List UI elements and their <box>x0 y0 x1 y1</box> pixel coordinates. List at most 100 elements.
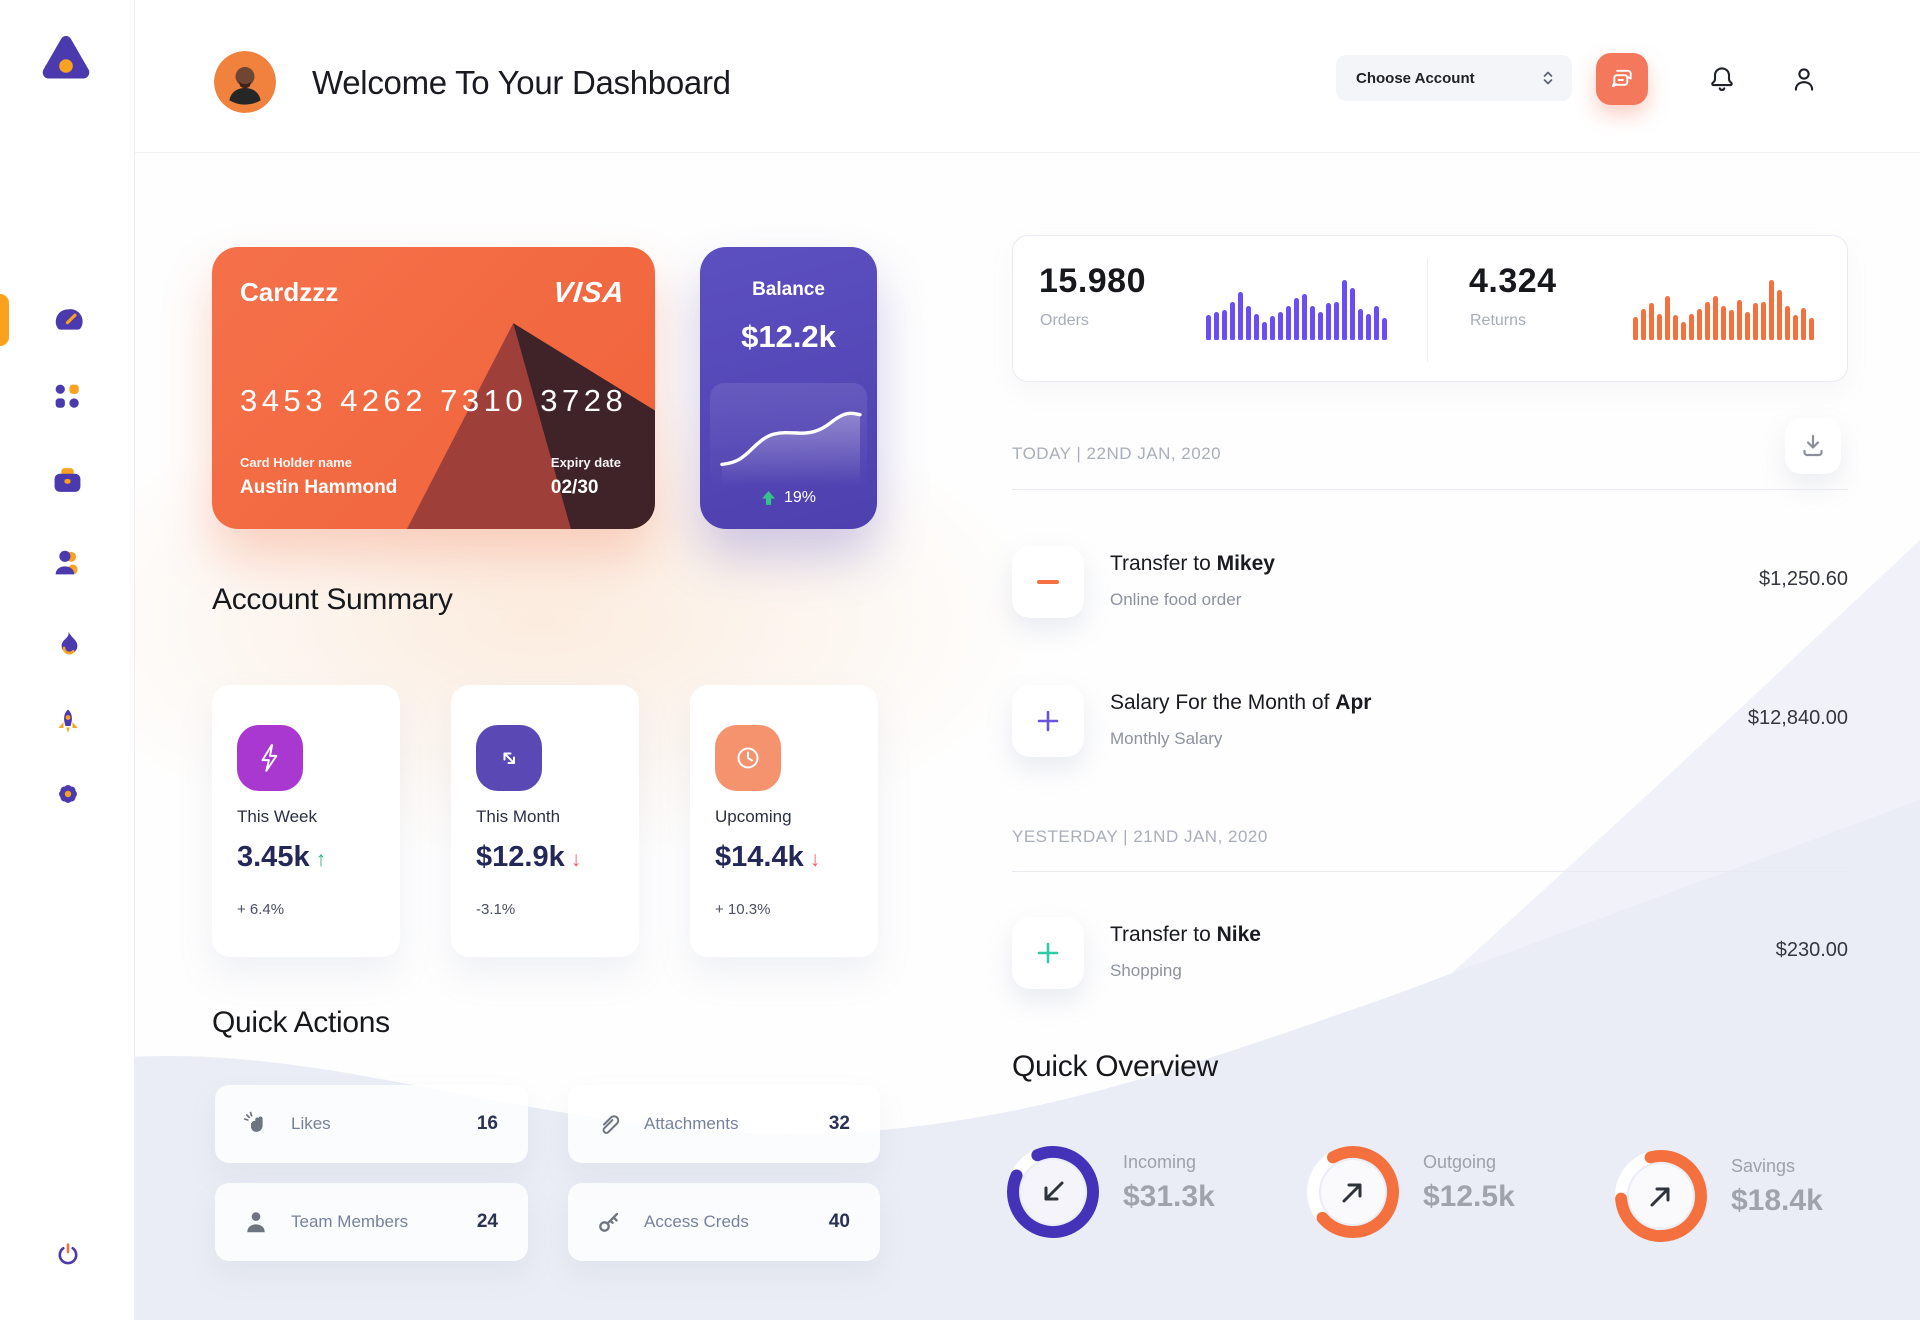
quick-action-attachments[interactable]: Attachments 32 <box>568 1085 880 1163</box>
summary-card-week: This Week 3.45k ↑ + 6.4% <box>212 685 400 957</box>
overview-value: $12.5k <box>1423 1180 1515 1213</box>
transaction-subtitle: Online food order <box>1110 590 1242 609</box>
rocket-icon <box>58 709 77 733</box>
clock-icon <box>715 725 781 791</box>
quick-overview-title: Quick Overview <box>1012 1050 1218 1083</box>
paperclip-icon <box>594 1110 624 1138</box>
arrow-down-left-icon <box>1044 1181 1064 1201</box>
avatar[interactable] <box>214 51 276 113</box>
quick-action-count: 16 <box>476 1113 498 1134</box>
logout-button[interactable] <box>0 1224 135 1288</box>
incoming-donut <box>1007 1146 1099 1238</box>
lightning-icon <box>237 725 303 791</box>
balance-value: $12.2k <box>741 319 836 354</box>
expiry-label: Expiry date <box>550 455 621 470</box>
summary-percent: + 10.3% <box>715 901 771 918</box>
download-button[interactable] <box>1785 418 1841 474</box>
summary-card-month: This Month $12.9k ↓ -3.1% <box>451 685 639 957</box>
card-name: Cardzzz <box>240 277 339 307</box>
summary-value: 3.45k ↑ <box>237 841 327 873</box>
outgoing-donut <box>1307 1146 1399 1238</box>
plus-icon <box>1012 917 1084 989</box>
plus-icon <box>1012 685 1084 757</box>
overview-value: $18.4k <box>1731 1184 1823 1217</box>
orders-value: 15.980 <box>1039 262 1146 300</box>
sidebar <box>0 0 135 1320</box>
balance-card: Balance $12.2k 19% <box>700 247 877 529</box>
card-holder-name: Austin Hammond <box>240 477 398 498</box>
dashboard-gauge-icon <box>55 309 83 330</box>
choose-account-select[interactable]: Choose Account <box>1336 55 1572 101</box>
sidebar-item-portfolio[interactable] <box>0 448 135 512</box>
quick-action-access-creds[interactable]: Access Creds 40 <box>568 1183 880 1261</box>
download-icon <box>1803 434 1823 457</box>
returns-value: 4.324 <box>1469 262 1557 300</box>
transaction-title: Transfer to Nike <box>1110 923 1261 946</box>
team-icon <box>55 550 78 574</box>
balance-change-value: 19% <box>783 489 817 506</box>
sidebar-item-apps[interactable] <box>0 364 135 428</box>
transaction-row-mikey[interactable]: Transfer to Mikey Online food order $1,2… <box>1012 546 1848 618</box>
chat-button[interactable] <box>1596 53 1648 105</box>
overview-value: $31.3k <box>1123 1180 1215 1213</box>
sidebar-item-team[interactable] <box>0 530 135 594</box>
orders-bar-chart <box>1206 278 1391 340</box>
credit-card: Cardzzz VISA 3453 4262 7310 3728 Card Ho… <box>212 247 655 529</box>
expiry-date: 02/30 <box>550 477 599 498</box>
overview-label: Savings <box>1731 1156 1796 1176</box>
transaction-amount: $12,840.00 <box>1747 707 1848 729</box>
quick-action-label: Likes <box>291 1114 331 1133</box>
sidebar-item-activity[interactable] <box>0 612 135 676</box>
summary-card-upcoming: Upcoming $14.4k ↓ + 10.3% <box>690 685 878 957</box>
key-icon <box>594 1208 624 1236</box>
quick-action-likes[interactable]: Likes 16 <box>215 1085 528 1163</box>
member-icon <box>241 1209 271 1235</box>
balance-change: 19% <box>700 489 877 507</box>
transaction-subtitle: Monthly Salary <box>1110 729 1223 748</box>
profile-button[interactable] <box>1783 58 1825 100</box>
returns-label: Returns <box>1470 312 1527 329</box>
active-nav-indicator <box>0 294 9 346</box>
summary-label: This Week <box>237 807 317 826</box>
summary-value: $12.9k ↓ <box>476 841 582 873</box>
divider <box>1012 871 1848 872</box>
savings-donut <box>1615 1150 1707 1242</box>
sidebar-item-settings[interactable] <box>0 762 135 826</box>
top-header: Welcome To Your Dashboard Choose Account <box>135 0 1920 153</box>
overview-incoming: Incoming $31.3k <box>1003 1142 1293 1252</box>
power-icon <box>58 1243 77 1265</box>
today-date-header: TODAY | 22ND JAN, 2020 <box>1012 444 1222 463</box>
sidebar-item-launch[interactable] <box>0 690 135 754</box>
summary-percent: -3.1% <box>476 901 516 918</box>
overview-outgoing: Outgoing $12.5k <box>1303 1142 1593 1252</box>
trend-down-arrow: ↓ <box>570 848 582 871</box>
summary-value: $14.4k ↓ <box>715 841 821 873</box>
briefcase-icon <box>54 467 81 492</box>
quick-action-label: Team Members <box>291 1212 409 1231</box>
card-number: 3453 4262 7310 3728 <box>240 383 628 418</box>
quick-action-count: 32 <box>828 1113 850 1134</box>
page-title: Welcome To Your Dashboard <box>312 64 731 101</box>
app-logo[interactable] <box>37 30 95 88</box>
notifications-button[interactable] <box>1701 58 1743 100</box>
apps-grid-icon <box>55 384 79 408</box>
transaction-row-salary[interactable]: Salary For the Month of Apr Monthly Sala… <box>1012 685 1848 757</box>
trend-down-arrow: ↓ <box>809 848 821 871</box>
divider <box>1012 489 1848 490</box>
orders-label: Orders <box>1040 312 1089 329</box>
sidebar-item-dashboard[interactable] <box>0 288 135 352</box>
balance-label: Balance <box>752 279 825 300</box>
quick-action-label: Attachments <box>644 1114 739 1133</box>
transaction-row-nike[interactable]: Transfer to Nike Shopping $230.00 <box>1012 917 1848 989</box>
quick-action-count: 24 <box>476 1211 498 1232</box>
card-holder-label: Card Holder name <box>240 455 352 470</box>
returns-bar-chart <box>1633 278 1818 340</box>
summary-percent: + 6.4% <box>237 901 285 918</box>
chat-icon <box>1611 69 1632 87</box>
clap-icon <box>241 1110 271 1138</box>
overview-label: Incoming <box>1123 1152 1197 1172</box>
visa-logo: VISA <box>551 277 627 309</box>
summary-label: This Month <box>476 807 561 826</box>
quick-action-team-members[interactable]: Team Members 24 <box>215 1183 528 1261</box>
settings-gear-icon <box>58 785 77 803</box>
